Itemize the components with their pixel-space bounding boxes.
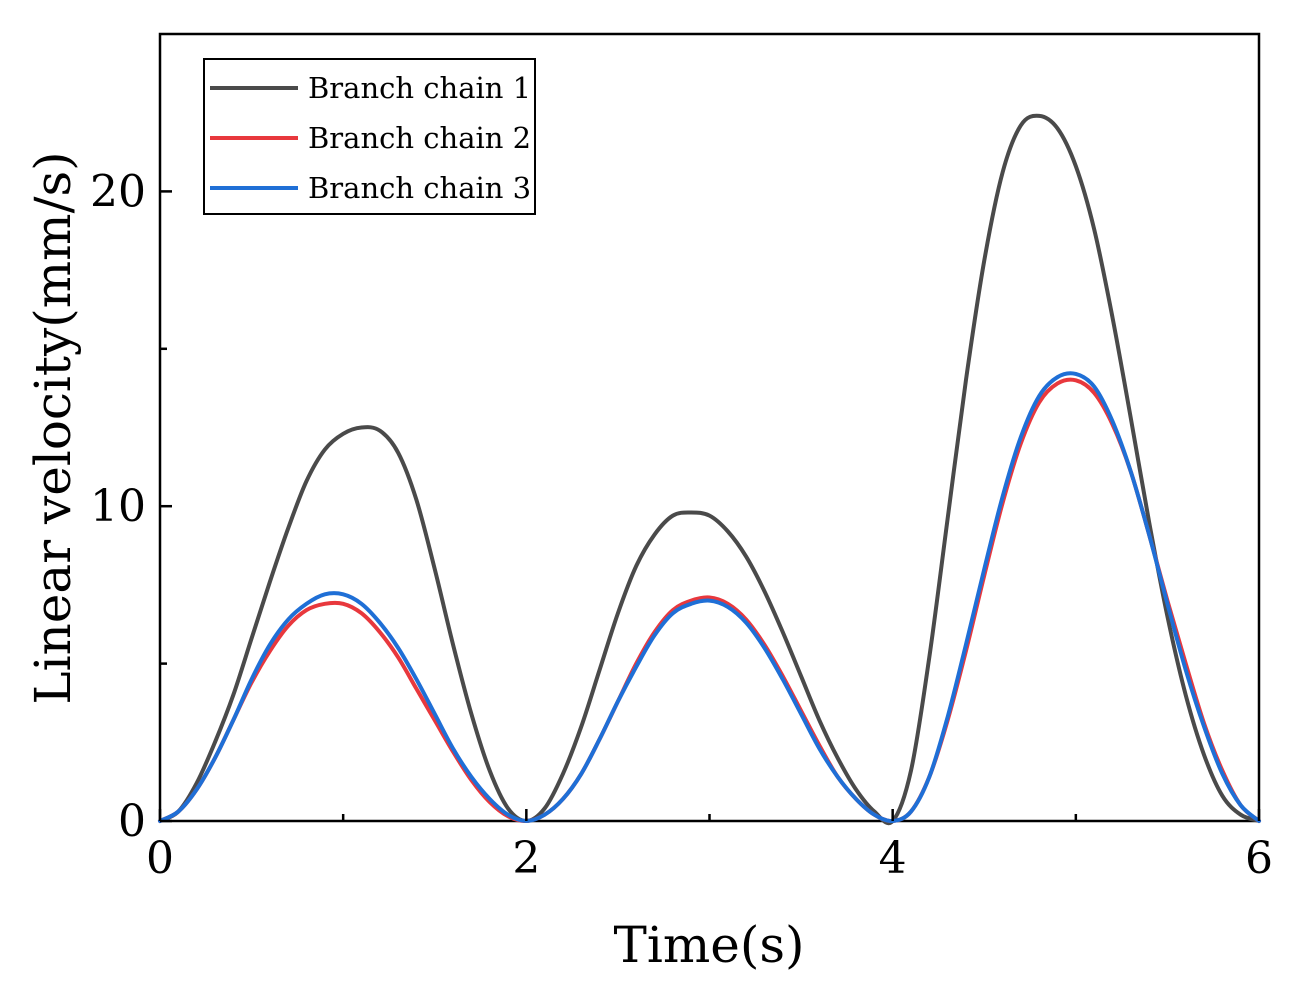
x-tick-label: 2 bbox=[512, 833, 540, 884]
legend-label-2: Branch chain 2 bbox=[308, 121, 531, 155]
series-line-1 bbox=[158, 113, 1261, 826]
legend: Branch chain 1 Branch chain 2 Branch chain… bbox=[203, 58, 536, 215]
y-tick-label: 20 bbox=[90, 166, 146, 217]
legend-label-1: Branch chain 1 bbox=[308, 71, 531, 105]
series-line-3 bbox=[158, 371, 1261, 824]
y-axis-title: Linear velocity(mm/s) bbox=[24, 151, 82, 704]
x-tick-label: 4 bbox=[879, 833, 907, 884]
y-tick-label: 0 bbox=[118, 796, 146, 847]
y-tick-label: 10 bbox=[90, 481, 146, 532]
series-layer bbox=[158, 113, 1261, 826]
series-line-2 bbox=[158, 377, 1261, 824]
x-tick-label: 0 bbox=[146, 833, 174, 884]
x-tick-label: 6 bbox=[1245, 833, 1273, 884]
x-axis-title: Time(s) bbox=[613, 916, 804, 974]
legend-label-3: Branch chain 3 bbox=[308, 171, 531, 205]
ticks-layer: 0 2 4 6 0 10 20 bbox=[90, 166, 1273, 884]
